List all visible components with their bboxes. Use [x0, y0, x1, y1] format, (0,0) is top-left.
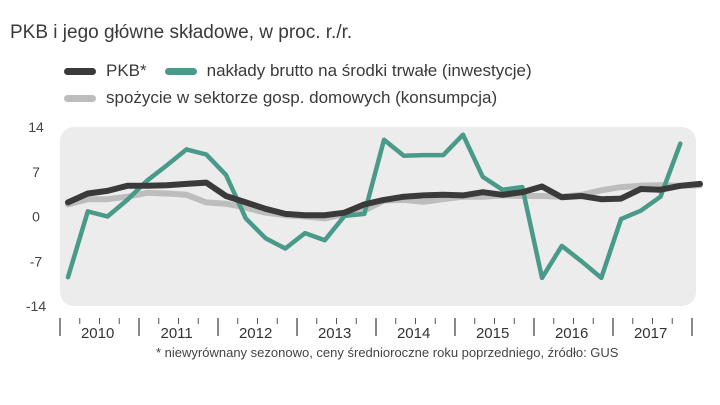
legend-item-pkb: PKB* [64, 61, 147, 81]
legend-label-pkb: PKB* [106, 61, 147, 80]
series-line-inwestycje [65, 132, 683, 281]
chart-title: PKB i jego główne składowe, w proc. r./r… [10, 22, 353, 43]
x-year-label: 2015 [476, 325, 509, 342]
series-line-pkb [65, 179, 703, 219]
x-year-label: 2012 [239, 325, 272, 342]
y-tick-label: -7 [30, 253, 43, 269]
legend-row-2: spożycie w sektorze gosp. domowych (kons… [64, 88, 515, 108]
legend-swatch-konsumpcja [64, 94, 96, 102]
legend-row-1: PKB* nakłady brutto na środki trwałe (in… [64, 61, 550, 81]
footnote: * niewyrównany sezonowo, ceny średnioroc… [156, 345, 619, 360]
legend-swatch-pkb [64, 67, 96, 75]
x-year-label: 2016 [555, 325, 588, 342]
legend-swatch-inwestycje [164, 67, 197, 75]
x-year-label: 2010 [81, 325, 114, 342]
x-year-label: 2013 [318, 325, 351, 342]
legend-label-konsumpcja: spożycie w sektorze gosp. domowych (kons… [106, 88, 498, 107]
legend-item-inwestycje: nakłady brutto na środki trwałe (inwesty… [164, 61, 532, 81]
legend-item-konsumpcja: spożycie w sektorze gosp. domowych (kons… [64, 88, 497, 108]
y-tick-label: 14 [28, 119, 44, 135]
y-tick-label: 7 [32, 164, 40, 180]
x-year-label: 2014 [397, 325, 430, 342]
x-year-label: 2011 [160, 325, 192, 342]
legend-label-inwestycje: nakłady brutto na środki trwałe (inwesty… [206, 61, 532, 80]
x-year-label: 2017 [634, 325, 667, 342]
y-tick-label: -14 [26, 298, 46, 314]
y-tick-label: 0 [32, 209, 40, 225]
